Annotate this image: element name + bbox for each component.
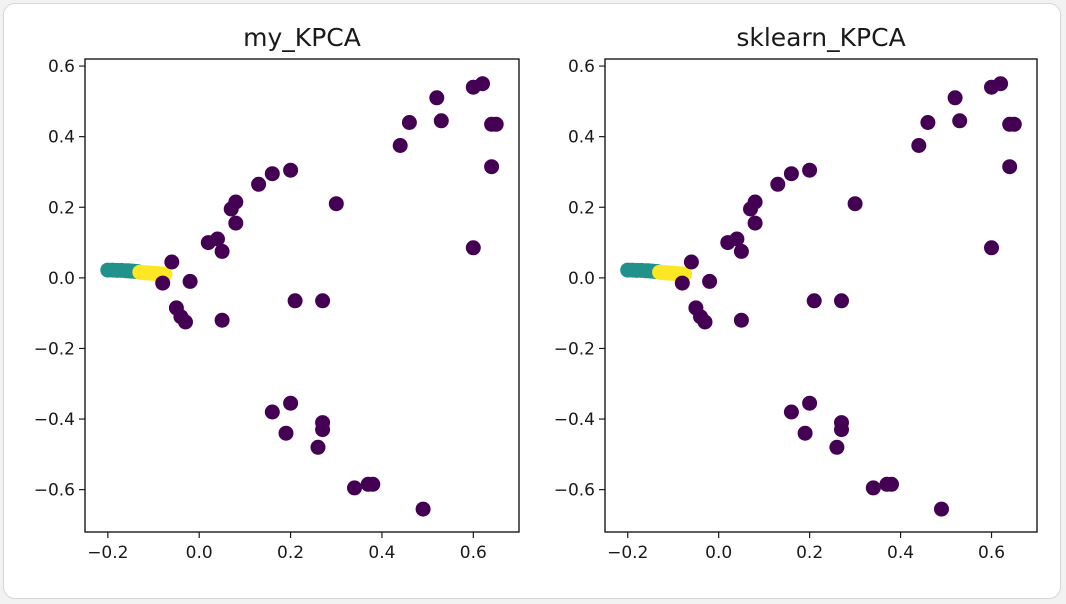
data-point-class_0 [214, 243, 230, 259]
data-point-class_0 [392, 138, 408, 153]
data-point-class_0 [283, 395, 299, 411]
data-point-class_0 [702, 273, 718, 289]
figure-canvas: my_KPCA −0.2 0.0 0.2 0.4 0.6 0.6 0.4 0.2 0.0 −0.2 −… [34, 23, 1038, 563]
y-tick-label: −0.4 [34, 410, 75, 430]
data-point-class_0 [429, 90, 445, 106]
data-point-class_0 [264, 166, 280, 182]
data-point-class_0 [911, 138, 927, 153]
data-point-class_0 [697, 314, 713, 330]
data-point-class_0 [264, 404, 280, 420]
x-tick-label: 0.2 [277, 543, 304, 563]
y-tick-label: −0.2 [34, 339, 75, 359]
data-point-class_0 [465, 79, 481, 95]
data-point-class_0 [865, 480, 881, 496]
data-point-class_0 [328, 196, 344, 212]
data-point-class_0 [465, 240, 481, 256]
data-point-class_0 [733, 243, 749, 259]
data-point-class_0 [228, 215, 244, 231]
y-tick-label: −0.2 [554, 339, 595, 359]
chart-title: my_KPCA [243, 23, 361, 52]
data-point-class_0 [984, 240, 999, 256]
y-tick-label: 0.6 [568, 57, 595, 77]
y-tick-label: 0.6 [48, 57, 75, 77]
x-tick-label: 0.4 [887, 543, 914, 563]
figure-frame: my_KPCA −0.2 0.0 0.2 0.4 0.6 0.6 0.4 0.2 0.0 −0.2 −… [3, 3, 1061, 599]
data-point-class_0 [829, 439, 845, 455]
data-point-class_0 [920, 115, 936, 130]
data-point-class_0 [433, 113, 449, 129]
data-point-class_0 [287, 293, 303, 309]
data-point-class_0 [484, 159, 500, 175]
data-point-class_0 [747, 215, 763, 231]
data-point-class_0 [214, 312, 230, 328]
data-point-class_0 [1002, 159, 1018, 175]
data-point-class_0 [783, 166, 799, 182]
data-point-class_0 [415, 501, 431, 517]
data-point-class_0 [733, 312, 749, 328]
data-point-class_0 [182, 273, 198, 289]
data-point-class_0 [178, 314, 193, 330]
x-tick-label: 0.4 [368, 543, 395, 563]
data-point-class_0 [360, 476, 376, 492]
data-point-class_0 [683, 254, 699, 270]
data-point-class_0 [806, 293, 822, 309]
data-point-class_0 [315, 422, 331, 438]
chart-title: sklearn_KPCA [736, 23, 905, 52]
x-tick-label: −0.2 [87, 543, 128, 563]
y-tick-label: 0.0 [568, 269, 595, 289]
x-tick-label: −0.2 [607, 543, 648, 563]
data-point-class_0 [223, 201, 239, 217]
y-tick-label: −0.4 [554, 410, 595, 430]
data-point-class_0 [310, 439, 326, 455]
data-point-class_0 [952, 113, 968, 129]
x-tick-label: 0.0 [705, 543, 732, 563]
data-point-class_0 [934, 501, 949, 517]
x-tick-label: 0.2 [796, 543, 823, 563]
data-point-class_0 [947, 90, 963, 106]
x-tick-label: 0.6 [978, 543, 1005, 563]
y-tick-label: 0.4 [48, 128, 75, 148]
y-tick-label: 0.4 [568, 128, 595, 148]
data-point-class_0 [401, 115, 417, 130]
y-tick-label: 0.2 [568, 198, 595, 218]
data-point-class_0 [283, 162, 299, 178]
data-point-class_0 [984, 79, 999, 95]
data-point-class_0 [200, 235, 216, 251]
data-point-class_0 [347, 480, 362, 496]
data-point-class_0 [251, 176, 267, 192]
y-tick-label: −0.6 [34, 481, 75, 501]
data-point-class_0 [488, 116, 504, 132]
data-point-class_0 [783, 404, 799, 420]
axes-frame [604, 58, 1038, 533]
x-tick-label: 0.0 [186, 543, 213, 563]
data-point-class_0 [278, 425, 294, 441]
data-point-class_0 [834, 293, 849, 309]
data-point-class_0 [674, 275, 690, 291]
data-point-class_0 [164, 254, 180, 270]
data-point-class_0 [879, 476, 895, 492]
data-point-class_0 [315, 293, 331, 309]
data-point-class_0 [1006, 116, 1022, 132]
data-point-class_0 [834, 422, 849, 438]
data-point-class_0 [797, 425, 813, 441]
data-point-class_0 [155, 275, 171, 291]
data-point-class_0 [770, 176, 786, 192]
plot-panel-1: my_KPCA −0.2 0.0 0.2 0.4 0.6 0.6 0.4 0.2 0.0 −0.2 −… [34, 23, 520, 563]
data-point-class_0 [743, 201, 758, 217]
data-point-class_0 [802, 162, 818, 178]
y-tick-label: 0.0 [48, 269, 75, 289]
data-point-class_0 [802, 395, 818, 411]
y-tick-label: 0.2 [48, 198, 75, 218]
axes-frame [84, 58, 520, 533]
plot-panel-2: sklearn_KPCA −0.2 0.0 0.2 0.4 0.6 0.6 0.4 0.2 0.0… [554, 23, 1038, 563]
data-point-class_0 [720, 235, 736, 251]
x-tick-label: 0.6 [460, 543, 487, 563]
y-tick-label: −0.6 [554, 481, 595, 501]
data-point-class_0 [847, 196, 863, 212]
